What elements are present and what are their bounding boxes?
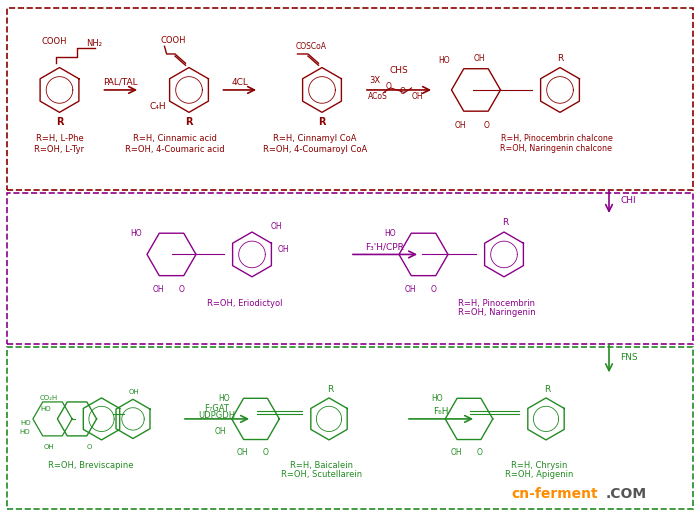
Bar xyxy=(7,8,693,190)
Text: OH: OH xyxy=(43,444,55,450)
Text: R=OH, Breviscapine: R=OH, Breviscapine xyxy=(48,461,134,470)
Bar xyxy=(7,193,693,344)
Text: R: R xyxy=(503,218,508,227)
Text: FNS: FNS xyxy=(620,353,638,362)
Text: HO: HO xyxy=(432,394,443,403)
Text: C₄H: C₄H xyxy=(150,102,167,111)
Text: O: O xyxy=(477,448,482,457)
Text: OH: OH xyxy=(128,389,139,395)
Text: R=H, Pinocembrin chalcone: R=H, Pinocembrin chalcone xyxy=(500,134,612,143)
Text: HO: HO xyxy=(40,406,51,412)
Text: R=OH, Naringenin chalcone: R=OH, Naringenin chalcone xyxy=(500,143,612,153)
Text: PAL/TAL: PAL/TAL xyxy=(103,78,138,87)
Bar xyxy=(7,347,693,509)
Text: R=H, Cinnamic acid: R=H, Cinnamic acid xyxy=(133,134,217,143)
Text: R: R xyxy=(557,53,563,63)
Text: R: R xyxy=(56,117,63,127)
Text: OH: OH xyxy=(451,448,462,457)
Text: OH: OH xyxy=(405,285,416,294)
Text: R: R xyxy=(186,117,192,127)
Text: F₇GAT: F₇GAT xyxy=(204,404,230,413)
Text: R=OH, 4-Coumaric acid: R=OH, 4-Coumaric acid xyxy=(125,144,225,154)
Text: OH: OH xyxy=(412,92,423,101)
Text: R=H, Baicalein: R=H, Baicalein xyxy=(290,461,354,470)
Text: COOH: COOH xyxy=(41,36,66,46)
Text: F₆H: F₆H xyxy=(433,407,449,416)
Text: O: O xyxy=(263,448,269,457)
Text: UDPGDH: UDPGDH xyxy=(198,411,236,420)
Text: CO₂H: CO₂H xyxy=(40,395,58,401)
Text: R=OH, Scutellarein: R=OH, Scutellarein xyxy=(281,470,363,479)
Text: OH: OH xyxy=(215,427,226,436)
Text: HO: HO xyxy=(439,56,450,65)
Text: R=OH, Apigenin: R=OH, Apigenin xyxy=(505,470,573,479)
Text: O: O xyxy=(179,285,185,294)
Text: R: R xyxy=(545,385,550,394)
Text: HO: HO xyxy=(384,229,395,238)
Text: NH₂: NH₂ xyxy=(87,39,102,48)
Text: CHS: CHS xyxy=(390,66,408,76)
Text: HO: HO xyxy=(19,429,30,435)
Text: HO: HO xyxy=(218,394,230,403)
Text: OH: OH xyxy=(474,53,485,63)
Text: R=H, Chrysin: R=H, Chrysin xyxy=(511,461,567,470)
Text: R=H, Cinnamyl CoA: R=H, Cinnamyl CoA xyxy=(273,134,357,143)
Text: 3X: 3X xyxy=(369,76,380,85)
Text: F₃'H/CPR: F₃'H/CPR xyxy=(365,242,405,251)
Text: 4CL: 4CL xyxy=(232,78,248,87)
Text: CHI: CHI xyxy=(621,196,636,205)
Text: OH: OH xyxy=(153,285,164,294)
Text: R=OH, Eriodictyol: R=OH, Eriodictyol xyxy=(207,299,283,308)
Text: R: R xyxy=(328,385,333,394)
Text: COSCoA: COSCoA xyxy=(296,42,327,51)
Text: R=H, L-Phe: R=H, L-Phe xyxy=(36,134,83,143)
Text: OH: OH xyxy=(237,448,248,457)
Text: OH: OH xyxy=(271,222,282,231)
Text: HO: HO xyxy=(20,420,32,426)
Text: OH: OH xyxy=(455,121,466,131)
Text: O: O xyxy=(484,121,489,131)
Text: R: R xyxy=(318,117,326,127)
Text: O: O xyxy=(431,285,437,294)
Text: COOH: COOH xyxy=(161,35,186,45)
Text: .COM: .COM xyxy=(606,487,647,502)
Text: cn-ferment: cn-ferment xyxy=(511,487,598,502)
Text: OH: OH xyxy=(278,245,289,254)
Text: R=OH, L-Tyr: R=OH, L-Tyr xyxy=(34,144,85,154)
Text: R=OH, Naringenin: R=OH, Naringenin xyxy=(458,308,536,317)
Text: HO: HO xyxy=(131,229,142,238)
Text: R=H, Pinocembrin: R=H, Pinocembrin xyxy=(458,299,536,308)
Text: O: O xyxy=(386,82,391,91)
Text: O: O xyxy=(87,444,92,450)
Text: O: O xyxy=(400,87,405,96)
Text: R=OH, 4-Coumaroyl CoA: R=OH, 4-Coumaroyl CoA xyxy=(263,144,367,154)
Text: ACoS: ACoS xyxy=(368,92,388,101)
